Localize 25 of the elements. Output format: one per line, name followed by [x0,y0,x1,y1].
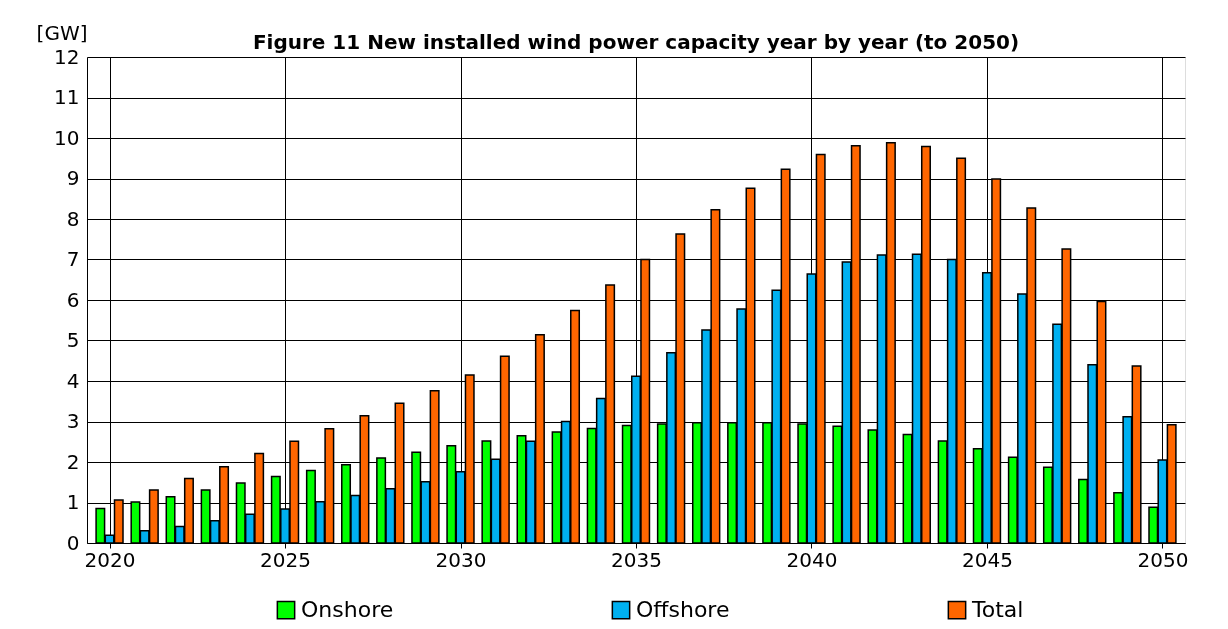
y-tick-label: 4 [66,368,80,393]
y-tick-label: 7 [66,247,80,271]
y-tick-label: 3 [66,409,80,433]
x-tick-label: 2035 [611,547,662,572]
y-tick-label: 8 [66,206,80,231]
legend-label: Total [971,597,1024,623]
x-tick-label: 2040 [786,547,838,572]
x-tick-label: 2045 [962,547,1013,572]
y-tick-label: 2 [66,449,80,474]
y-tick-label: 12 [54,44,80,69]
y-axis-title: [GW] [36,20,88,45]
x-tick-label: 2020 [84,547,136,572]
x-tick-label: 2025 [260,547,311,572]
y-tick-label: 10 [54,125,80,150]
y-tick-label: 5 [66,328,80,352]
legend-label: Onshore [301,597,394,623]
y-tick-label: 6 [66,287,80,312]
x-tick-label: 2030 [435,547,487,572]
y-tick-label: 0 [66,530,80,555]
y-tick-label: 11 [54,85,80,109]
y-tick-label: 9 [66,166,80,190]
x-tick-label: 2050 [1137,547,1189,572]
y-tick-label: 1 [66,490,80,514]
legend-label: Offshore [636,597,730,623]
chart-title: Figure 11 New installed wind power capacity year by year (to 2050) [252,30,1020,54]
